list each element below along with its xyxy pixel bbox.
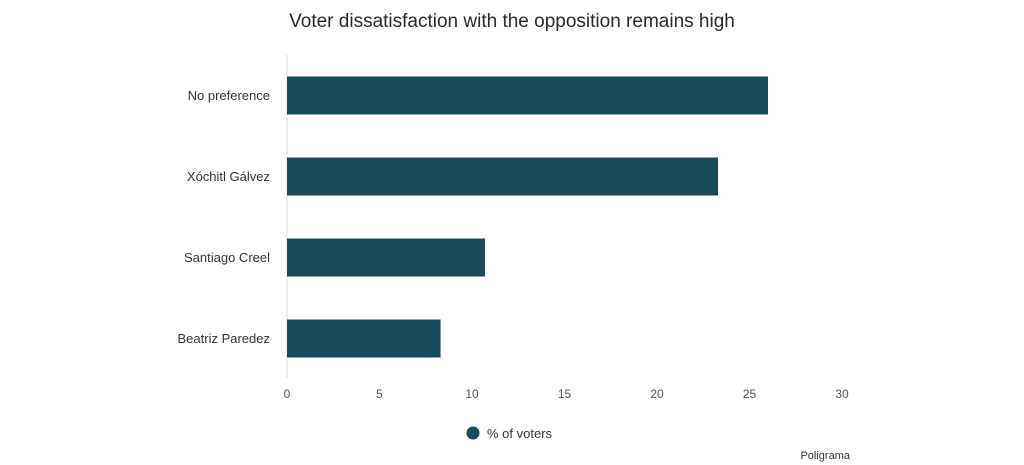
bar bbox=[287, 157, 719, 196]
source-label: Poligrama bbox=[800, 450, 850, 462]
x-tick-label: 15 bbox=[558, 387, 572, 401]
legend-label: % of voters bbox=[487, 426, 553, 441]
bar bbox=[287, 238, 485, 277]
chart-title: Voter dissatisfaction with the oppositio… bbox=[289, 11, 735, 32]
bar bbox=[287, 76, 768, 115]
x-tick-label: 0 bbox=[284, 387, 291, 401]
bars-group bbox=[287, 76, 768, 358]
x-tick-label: 25 bbox=[743, 387, 757, 401]
category-labels: No preference Xóchitl Gálvez Santiago Cree… bbox=[178, 88, 271, 346]
x-axis-ticks: 0 5 10 15 20 25 30 bbox=[284, 387, 849, 401]
category-label: Santiago Creel bbox=[184, 250, 270, 265]
legend-marker bbox=[466, 426, 480, 440]
category-label: Beatriz Paredez bbox=[178, 331, 271, 346]
x-tick-label: 20 bbox=[650, 387, 664, 401]
category-label: No preference bbox=[188, 88, 270, 103]
x-tick-label: 10 bbox=[465, 387, 479, 401]
x-tick-label: 30 bbox=[835, 387, 849, 401]
x-tick-label: 5 bbox=[376, 387, 383, 401]
category-label: Xóchitl Gálvez bbox=[187, 169, 270, 184]
legend: % of voters bbox=[466, 426, 553, 441]
bar bbox=[287, 319, 441, 358]
